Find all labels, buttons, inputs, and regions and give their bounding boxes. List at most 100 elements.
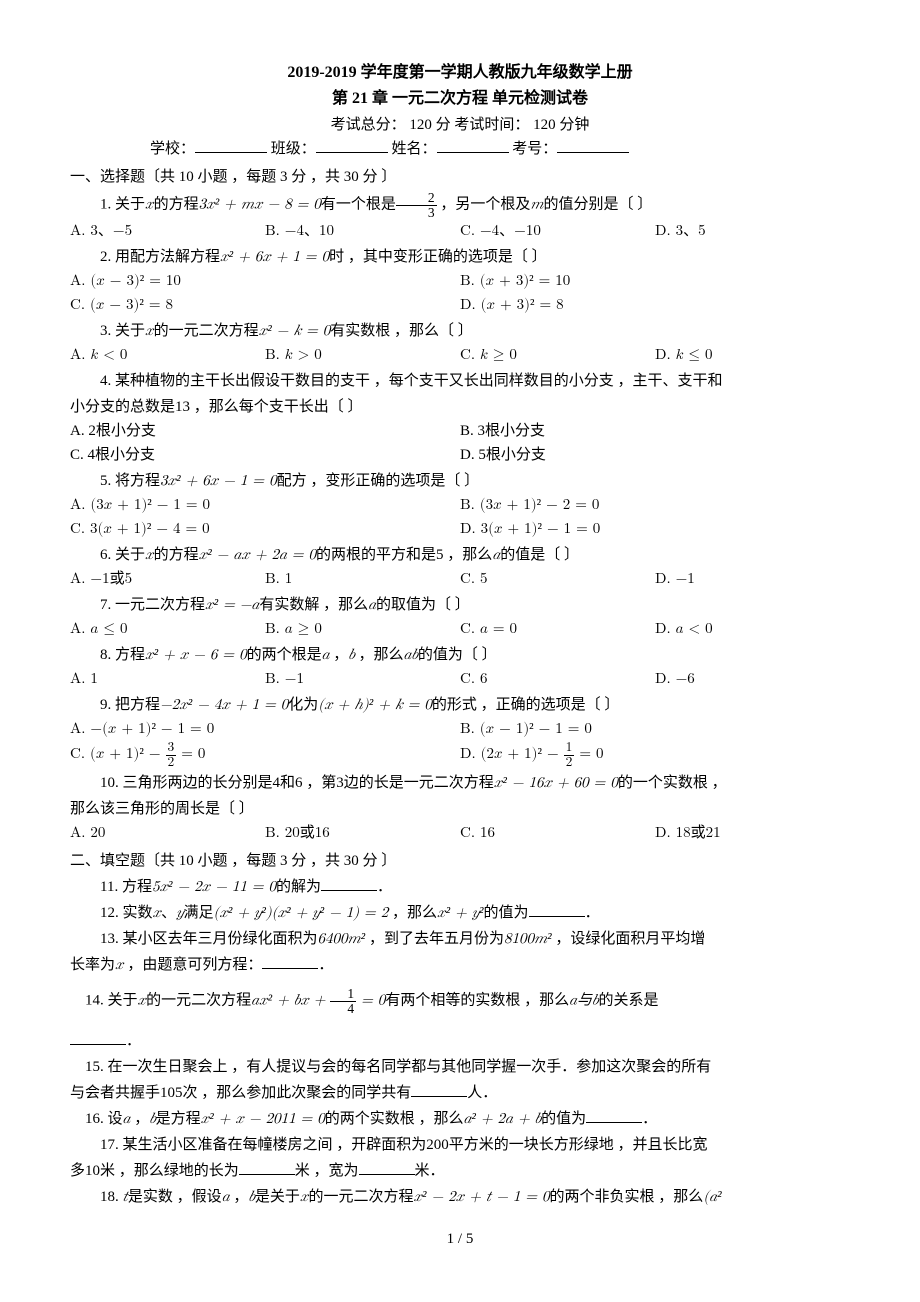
q5-options-row1: A. (3𝑥 + 1)² − 1 = 0 B. (3𝑥 + 1)² − 2 = … [70, 493, 850, 517]
q5-text: 5. 将方程 [100, 473, 160, 489]
q17-blank2 [359, 1159, 415, 1175]
name-label: 姓名： [392, 141, 437, 157]
q8-opt-d: D. −6 [655, 667, 850, 691]
q2-options-row1: A. (𝑥 − 3)² = 10 B. (𝑥 + 3)² = 10 [70, 269, 850, 293]
q14-x: 𝑥 [138, 993, 147, 1008]
q5-opt-a: A. (3𝑥 + 1)² − 1 = 0 [70, 493, 460, 517]
q14-d: 4 [330, 1002, 356, 1016]
q18-t0: 18. [100, 1189, 123, 1205]
q12-blank [529, 901, 585, 917]
q14-ab: 𝑎与𝑏 [569, 993, 598, 1008]
q8-options: A. 1 B. −1 C. 6 D. −6 [70, 667, 850, 691]
id-label: 考号： [512, 141, 557, 157]
q10-opt-a: A. 20 [70, 821, 265, 845]
q10-opt-d: D. 18或21 [655, 821, 850, 845]
q1-opt-b: B. −4、10 [265, 219, 460, 243]
q1-m: 𝑚 [530, 197, 543, 212]
q13-line2: 长率为𝑥 ，由题意可列方程：． [70, 953, 850, 977]
q18-t4: 的一元二次方程 [308, 1189, 413, 1205]
q3: 3. 关于𝑥的一元二次方程𝑥² − 𝑘 = 0有实数根 ，那么〔 〕 [70, 319, 850, 343]
section-2-heading: 二、填空题〔共 10 小题 ，每题 3 分 ，共 30 分 〕 [70, 849, 850, 873]
q17-line1: 17. 某生活小区准备在每幢楼房之间 ，开辟面积为200平方米的一块长方形绿地 … [70, 1133, 850, 1157]
q8-t1: 8. 方程 [100, 647, 145, 663]
q2-text: 2. 用配方法解方程 [100, 249, 220, 265]
q7-eq: 𝑥² = −𝑎 [205, 597, 259, 612]
q6-t4: 的值是〔 〕 [500, 547, 579, 563]
q17-t1: 多10米 ，那么绿地的长为 [70, 1163, 239, 1179]
q13-line1: 13. 某小区去年三月份绿化面积为6400𝑚² ，到了去年五月份为8100𝑚² … [70, 927, 850, 951]
q11-blank [321, 875, 377, 891]
q8-ab: 𝑎𝑏 [404, 647, 418, 662]
q7: 7. 一元二次方程𝑥² = −𝑎有实数解 ，那么𝑎的取值为〔 〕 [70, 593, 850, 617]
q3-opt-a: A. 𝑘 < 0 [70, 343, 265, 367]
q11: 11. 方程5𝑥² − 2𝑥 − 11 = 0的解为． [70, 875, 850, 899]
q1-text4: ，另一个根及 [437, 197, 531, 213]
q4-opt-d: D. 5根小分支 [460, 443, 850, 467]
q8-opt-c: C. 6 [460, 667, 655, 691]
q18-t1: 是实数 ，假设 [128, 1189, 222, 1205]
q9-opt-d: D. (2𝑥 + 1)² − 12 = 0 [460, 741, 850, 769]
q15-t1: 与会者共握手105次 ，那么参加此次聚会的同学共有 [70, 1085, 411, 1101]
q13-v1: 6400𝑚² [318, 931, 366, 946]
q5-opt-d: D. 3(𝑥 + 1)² − 1 = 0 [460, 517, 850, 541]
q16-expr: 𝑎² + 2𝑎 + 𝑏 [464, 1111, 542, 1126]
q6-eq: 𝑥² − 𝑎𝑥 + 2𝑎 = 0 [199, 547, 316, 562]
q6: 6. 关于𝑥的方程𝑥² − 𝑎𝑥 + 2𝑎 = 0的两根的平方和是5 ，那么𝑎的… [70, 543, 850, 567]
q10-opt-b: B. 20或16 [265, 821, 460, 845]
q16: 16. 设𝑎 ，𝑏是方程𝑥² + 𝑥 − 2011 = 0的两个实数根 ，那么𝑎… [70, 1107, 850, 1131]
q1-opt-d: D. 3、5 [655, 219, 850, 243]
q9-options-row2: C. (𝑥 + 1)² − 32 = 0 D. (2𝑥 + 1)² − 12 =… [70, 741, 850, 769]
title-line-2: 第 21 章 一元二次方程 单元检测试卷 [70, 86, 850, 112]
q13-period: ． [318, 957, 333, 973]
q12-xy: 𝑥² + 𝑦² [437, 905, 484, 920]
q14-t3: 有两个相等的实数根 ，那么 [385, 993, 569, 1009]
q17-t3: 米． [415, 1163, 445, 1179]
q14-period: ． [126, 1033, 141, 1049]
q12-period: ． [585, 905, 600, 921]
q3-opt-d: D. 𝑘 ≤ 0 [655, 343, 850, 367]
q8-opt-b: B. −1 [265, 667, 460, 691]
q6-opt-b: B. 1 [265, 567, 460, 591]
q1-eq: 3𝑥² + 𝑚𝑥 − 8 = 0 [199, 197, 321, 212]
q8-comma: ， [330, 647, 349, 663]
q15-blank [411, 1081, 467, 1097]
q7-t3: 的取值为〔 〕 [376, 597, 470, 613]
q7-opt-c: C. 𝑎 = 0 [460, 617, 655, 641]
q12-t4: ，那么 [388, 905, 437, 921]
q14-frac: 14 [330, 987, 356, 1015]
q1-frac-d: 3 [396, 206, 437, 220]
q9-t3: 的形式 ，正确的选项是〔 〕 [432, 697, 620, 713]
q14: 14. 关于𝑥的一元二次方程𝑎𝑥² + 𝑏𝑥 + 14 = 0有两个相等的实数根… [70, 987, 850, 1015]
q9d-d: 2 [564, 756, 575, 770]
q13-v2: 8100𝑚² [504, 931, 552, 946]
q2: 2. 用配方法解方程𝑥² + 6𝑥 + 1 = 0时 ，其中变形正确的选项是〔 … [70, 245, 850, 269]
school-blank [195, 137, 267, 153]
q1-opt-c: C. −4、−10 [460, 219, 655, 243]
q6-t1: 6. 关于 [100, 547, 145, 563]
q2-eq: 𝑥² + 6𝑥 + 1 = 0 [220, 249, 329, 264]
q6-options: A. −1或5 B. 1 C. 5 D. −1 [70, 567, 850, 591]
q16-t1: 16. 设 [85, 1111, 123, 1127]
school-label: 学校： [150, 141, 195, 157]
q16-eq: 𝑥² + 𝑥 − 2011 = 0 [201, 1111, 325, 1126]
q6-opt-a: A. −1或5 [70, 567, 265, 591]
q7-a: 𝑎 [368, 597, 376, 612]
q17-blank1 [239, 1159, 295, 1175]
q1-options: A. 3、−5 B. −4、10 C. −4、−10 D. 3、5 [70, 219, 850, 243]
q12-t2: 、 [161, 905, 176, 921]
q8-t3: ，那么 [355, 647, 404, 663]
q16-t4: 的两个实数根 ，那么 [325, 1111, 464, 1127]
q3-opt-c: C. 𝑘 ≥ 0 [460, 343, 655, 367]
q5-options-row2: C. 3(𝑥 + 1)² − 4 = 0 D. 3(𝑥 + 1)² − 1 = … [70, 517, 850, 541]
q18: 18. 𝑡是实数 ，假设𝑎 ，𝑏是关于𝑥的一元二次方程𝑥² − 2𝑥 + 𝑡 −… [70, 1185, 850, 1209]
q6-t3: 的两根的平方和是5 ，那么 [316, 547, 492, 563]
q18-t3: 是关于 [255, 1189, 300, 1205]
q7-opt-b: B. 𝑎 ≥ 0 [265, 617, 460, 641]
q3-text3: 有实数根 ，那么〔 〕 [330, 323, 473, 339]
q4-opt-c: C. 4根小分支 [70, 443, 460, 467]
q8-opt-a: A. 1 [70, 667, 265, 691]
q8: 8. 方程𝑥² + 𝑥 − 6 = 0的两个根是𝑎 ，𝑏 ，那么𝑎𝑏的值为〔 〕 [70, 643, 850, 667]
q3-opt-b: B. 𝑘 > 0 [265, 343, 460, 367]
q7-opt-a: A. 𝑎 ≤ 0 [70, 617, 265, 641]
q15-line1: 15. 在一次生日聚会上 ，有人提议与会的每名同学都与其他同学握一次手．参加这次… [70, 1055, 850, 1079]
